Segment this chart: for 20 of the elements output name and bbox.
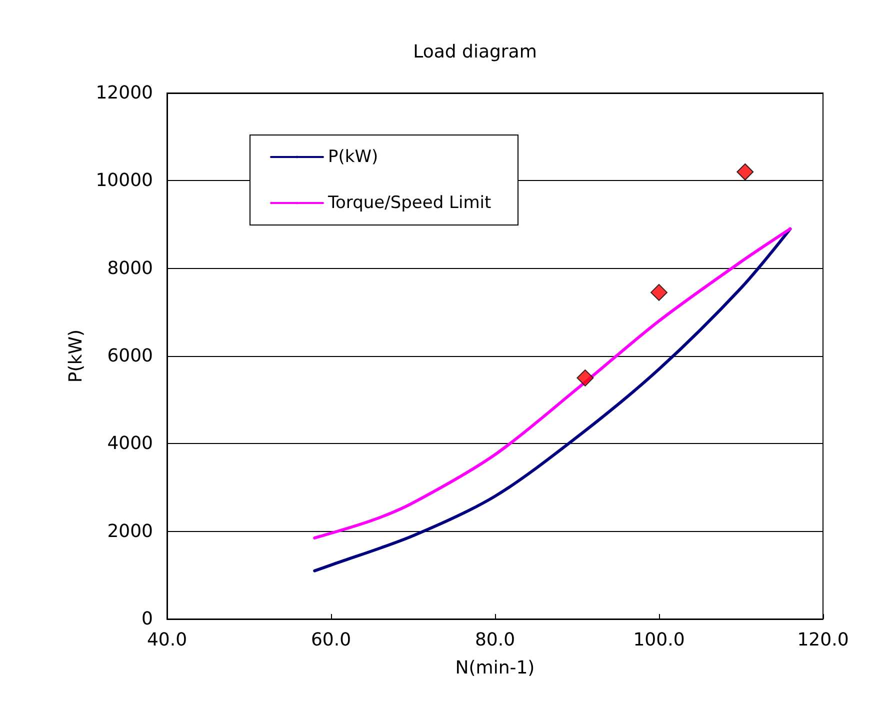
legend-label: Torque/Speed Limit	[327, 193, 492, 213]
x-tick-label: 40.0	[146, 630, 188, 650]
point	[650, 284, 668, 301]
y-tick-label: 2000	[107, 520, 153, 542]
y-tick-label: 4000	[107, 433, 153, 454]
y-tick-label: 8000	[107, 258, 153, 279]
x-tick-label: 120.0	[797, 630, 849, 650]
y-tick-label: 0	[142, 608, 153, 630]
y-tick-label: 6000	[107, 346, 153, 366]
chart-title: Load diagram	[413, 42, 537, 62]
x-tick-label: 80.0	[474, 630, 516, 650]
y-axis-title: P(kW)	[65, 329, 86, 383]
x-tick-label: 60.0	[310, 630, 352, 650]
x-tick-label: 100.0	[633, 630, 685, 650]
y-tick-label: 10000	[96, 170, 153, 192]
y-tick-label: 12000	[96, 82, 153, 104]
legend-label: P(kW)	[328, 147, 378, 167]
x-axis-title: N(min-1)	[455, 658, 535, 678]
point	[576, 369, 594, 386]
point	[736, 163, 754, 180]
